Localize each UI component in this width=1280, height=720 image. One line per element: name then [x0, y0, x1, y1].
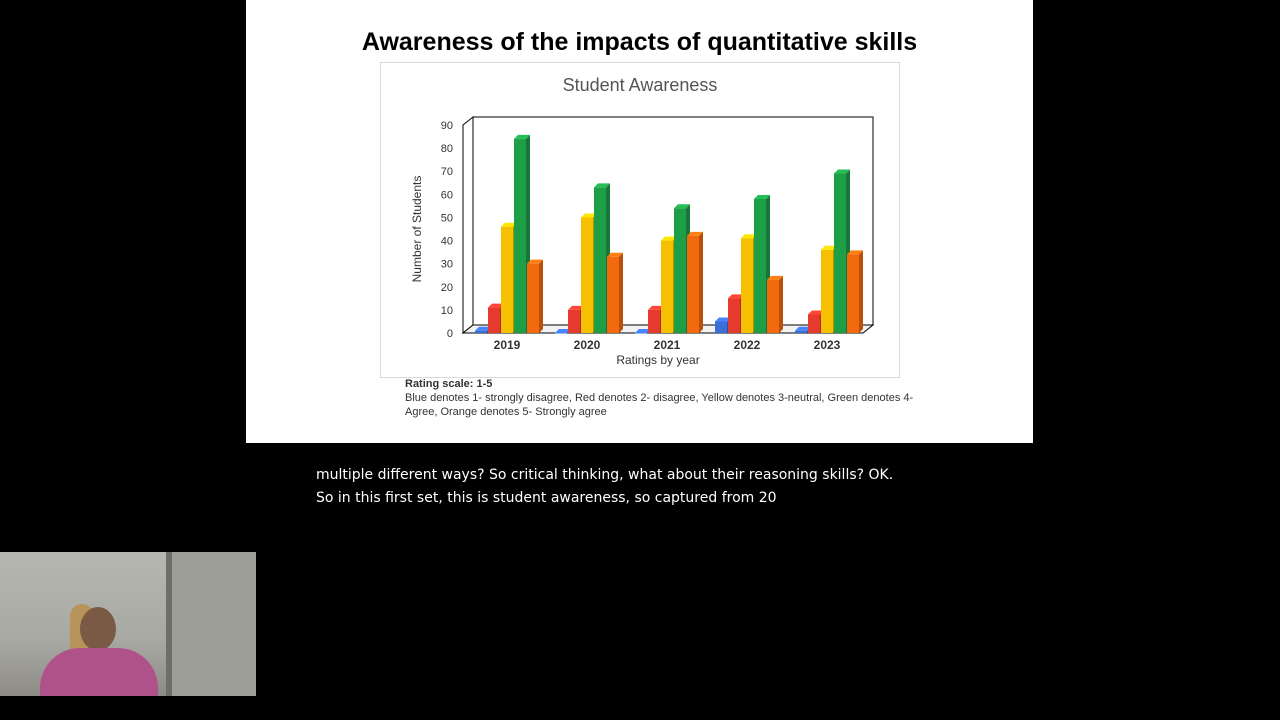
bar-side — [539, 259, 543, 333]
bar — [607, 256, 619, 333]
y-tick-label: 10 — [441, 305, 453, 317]
bar-top — [607, 252, 623, 257]
bar-side — [699, 231, 703, 333]
bar-top — [661, 236, 677, 241]
bar — [635, 333, 647, 334]
bar-top — [527, 259, 543, 264]
bar-top — [808, 310, 824, 315]
student-awareness-chart: Student Awareness 0 10 20 30 40 50 60 70 80 90 Numb… — [380, 62, 900, 378]
bar-side — [619, 252, 623, 333]
y-tick-label: 80 — [441, 143, 453, 155]
bar-top — [555, 329, 571, 333]
bar-top — [648, 305, 664, 310]
bar-top — [795, 326, 811, 331]
bar-top — [581, 213, 597, 218]
bar — [594, 187, 606, 333]
y-tick-label: 90 — [441, 120, 453, 132]
bar — [555, 333, 567, 334]
bar — [767, 279, 779, 333]
y-tick-label: 40 — [441, 236, 453, 248]
bar — [808, 314, 820, 333]
bar — [661, 240, 673, 333]
chart-title: Student Awareness — [563, 75, 718, 95]
bar-top — [754, 194, 770, 199]
bar — [847, 254, 859, 333]
y-tick-label: 0 — [447, 328, 453, 340]
x-tick-label: 2022 — [734, 338, 761, 352]
y-tick-label: 60 — [441, 189, 453, 201]
bar-top — [687, 231, 703, 236]
bar-top — [847, 250, 863, 255]
bar — [821, 249, 833, 333]
x-tick-label: 2019 — [494, 338, 521, 352]
bar — [674, 208, 686, 333]
bar-top — [767, 275, 783, 280]
bar — [501, 226, 513, 333]
x-tick-label: 2023 — [814, 338, 841, 352]
bar-top — [674, 204, 690, 209]
subtitle-line-2: So in this first set, this is student aw… — [316, 490, 777, 506]
bar — [475, 330, 487, 333]
y-axis-label: Number of Students — [410, 176, 424, 283]
y-tick-label: 50 — [441, 212, 453, 224]
rating-scale-label: Rating scale: 1-5 — [405, 378, 493, 390]
slide-title: Awareness of the impacts of quantitative… — [361, 28, 918, 56]
bar — [527, 263, 539, 333]
bar-top — [635, 329, 651, 333]
bar — [568, 309, 580, 333]
bar — [754, 198, 766, 333]
bar — [687, 235, 699, 333]
bar-top — [488, 303, 504, 308]
bar — [834, 173, 846, 333]
bar-top — [594, 183, 610, 188]
y-tick-label: 30 — [441, 259, 453, 271]
rating-scale-description: Blue denotes 1- strongly disagree, Red d… — [405, 392, 914, 418]
presentation-slide: Awareness of the impacts of quantitative… — [246, 0, 1033, 443]
bar-top — [728, 294, 744, 299]
bar — [795, 330, 807, 333]
bar-top — [741, 234, 757, 239]
speaker-webcam-video[interactable] — [0, 552, 256, 696]
bar-top — [501, 222, 517, 227]
bar-side — [779, 275, 783, 333]
bar-top — [475, 326, 491, 331]
subtitle-line-1: multiple different ways? So critical thi… — [316, 467, 894, 483]
bar — [514, 138, 526, 333]
x-axis-label: Ratings by year — [616, 353, 699, 367]
rating-scale-caption: Rating scale: 1-5 Blue denotes 1- strong… — [405, 377, 915, 419]
y-tick-label: 70 — [441, 166, 453, 178]
bar — [741, 238, 753, 333]
y-tick-label: 20 — [441, 282, 453, 294]
bar — [488, 307, 500, 333]
subtitles: multiple different ways? So critical thi… — [316, 464, 1116, 510]
bar-top — [715, 317, 731, 322]
bar-chart-svg: Student Awareness 0 10 20 30 40 50 60 70 80 90 Numb… — [410, 75, 875, 367]
bar-side — [859, 250, 863, 333]
bar-top — [514, 134, 530, 139]
bar — [648, 309, 660, 333]
bar-top — [821, 245, 837, 250]
bar — [728, 298, 740, 333]
chart-side-wall — [462, 115, 474, 335]
bar-top — [568, 305, 584, 310]
x-tick-label: 2021 — [654, 338, 681, 352]
bar — [581, 217, 593, 333]
bar-top — [834, 169, 850, 174]
x-tick-label: 2020 — [574, 338, 601, 352]
bar — [715, 321, 727, 333]
